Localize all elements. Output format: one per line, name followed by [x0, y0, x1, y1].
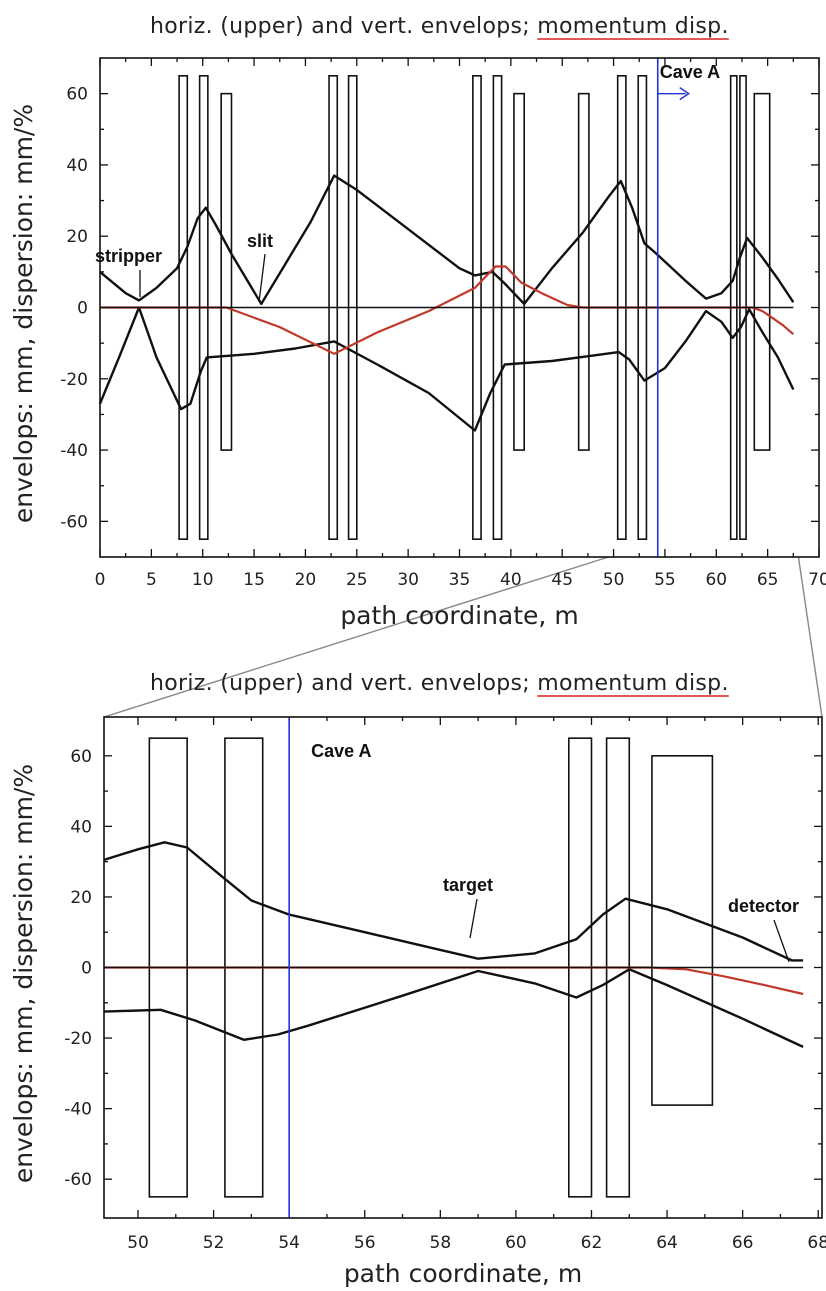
- x-tick-label: 54: [278, 1233, 300, 1253]
- y-tick-label: -60: [64, 1170, 92, 1190]
- zoom-connector-right: [797, 556, 823, 718]
- x-tick-label: 40: [500, 570, 522, 590]
- y-tick-label: -20: [64, 1029, 92, 1049]
- y-tick-label: 0: [81, 959, 92, 979]
- chart-title-emphasis: momentum disp.: [537, 671, 729, 696]
- plot-frame: [103, 716, 823, 1219]
- y-tick-label: 20: [70, 888, 92, 908]
- x-tick-label: 45: [551, 570, 573, 590]
- annotation-detector: detector: [728, 896, 799, 916]
- cave-a-label: Cave A: [660, 62, 720, 82]
- y-tick-label: 60: [66, 85, 88, 105]
- cave-a-marker: Cave A: [656, 58, 720, 557]
- x-tick-label: 65: [757, 570, 779, 590]
- x-tick-label: 20: [295, 570, 317, 590]
- annotation-pointer: [773, 919, 790, 963]
- cave-a-marker: Cave A: [288, 717, 372, 1218]
- axis-ticks: 50 52 54 56 58 60 62 64 66 68 -60 -40 -20 0 20 40 60: [64, 717, 826, 1253]
- magnet-element: [753, 92, 771, 451]
- zoom-connector-left: [103, 556, 609, 718]
- horizontal-envelope-line: [99, 174, 795, 306]
- chart-title: horiz. (upper) and vert. envelops; momen…: [150, 14, 729, 39]
- x-tick-label: 35: [449, 570, 471, 590]
- x-tick-label: 56: [354, 1233, 376, 1253]
- x-tick-label: 10: [192, 570, 214, 590]
- series-group: [103, 841, 804, 1048]
- x-axis-label: path coordinate, m: [344, 1259, 582, 1288]
- x-tick-label: 50: [127, 1233, 149, 1253]
- y-tick-label: -20: [60, 370, 88, 390]
- y-tick-label: 0: [77, 299, 88, 319]
- y-tick-label: 40: [70, 817, 92, 837]
- chart-title-main: horiz. (upper) and vert. envelops;: [150, 671, 537, 696]
- y-axis-label: envelops: mm, dispersion: mm/%: [9, 764, 38, 1183]
- x-tick-label: 5: [146, 570, 157, 590]
- x-tick-label: 30: [397, 570, 419, 590]
- x-tick-label: 0: [95, 570, 106, 590]
- x-axis-label: path coordinate, m: [340, 601, 578, 630]
- y-tick-label: -60: [60, 512, 88, 532]
- y-axis-label: envelops: mm, dispersion: mm/%: [9, 104, 38, 523]
- annotation-group: target detector: [443, 875, 799, 963]
- y-tick-label: 40: [66, 156, 88, 176]
- axis-ticks: 0 5 10 15 20 25 30 35 40 45 50 55 60 65 70 -60 -40 -20 0 20…: [60, 58, 826, 590]
- x-tick-label: 25: [346, 570, 368, 590]
- x-tick-label: 66: [732, 1233, 754, 1253]
- x-tick-label: 60: [505, 1233, 527, 1253]
- dispersion-line: [104, 966, 804, 996]
- x-tick-label: 50: [603, 570, 625, 590]
- x-tick-label: 62: [581, 1233, 603, 1253]
- annotation-target: target: [443, 875, 493, 895]
- series-group: [98, 174, 795, 432]
- zoom-connector-lines: [103, 556, 823, 718]
- x-tick-label: 15: [243, 570, 265, 590]
- x-tick-label: 64: [656, 1233, 678, 1253]
- overview-chart: horiz. (upper) and vert. envelops; momen…: [9, 14, 826, 630]
- x-tick-label: 68: [807, 1233, 826, 1253]
- vertical-envelope-line: [103, 968, 804, 1048]
- annotation-slit: slit: [247, 231, 273, 251]
- magnet-element: [220, 92, 233, 451]
- chart-title-emphasis: momentum disp.: [537, 14, 729, 39]
- x-tick-label: 55: [654, 570, 676, 590]
- y-tick-label: -40: [60, 441, 88, 461]
- annotation-pointer: [469, 898, 478, 939]
- y-tick-label: -40: [64, 1100, 92, 1120]
- vertical-envelope-line: [98, 306, 795, 432]
- y-tick-label: 20: [66, 227, 88, 247]
- plot-frame: [99, 57, 820, 558]
- dispersion-line: [100, 265, 795, 355]
- annotation-group: stripper slit: [95, 231, 273, 303]
- magnet-element: [651, 755, 714, 1106]
- x-tick-label: 60: [705, 570, 727, 590]
- x-tick-label: 52: [203, 1233, 225, 1253]
- cave-a-arrow-head: [679, 87, 691, 101]
- magnet-element: [577, 92, 590, 451]
- y-tick-label: 60: [70, 747, 92, 767]
- zoom-chart: horiz. (upper) and vert. envelops; momen…: [9, 671, 826, 1288]
- chart-title-main: horiz. (upper) and vert. envelops;: [150, 14, 537, 39]
- annotation-pointer: [258, 253, 266, 303]
- annotation-stripper: stripper: [95, 246, 162, 266]
- cave-a-label: Cave A: [311, 741, 371, 761]
- chart-title: horiz. (upper) and vert. envelops; momen…: [150, 671, 729, 696]
- x-tick-label: 58: [430, 1233, 452, 1253]
- magnet-element: [513, 92, 526, 451]
- horizontal-envelope-line: [103, 841, 804, 962]
- x-tick-label: 70: [808, 570, 826, 590]
